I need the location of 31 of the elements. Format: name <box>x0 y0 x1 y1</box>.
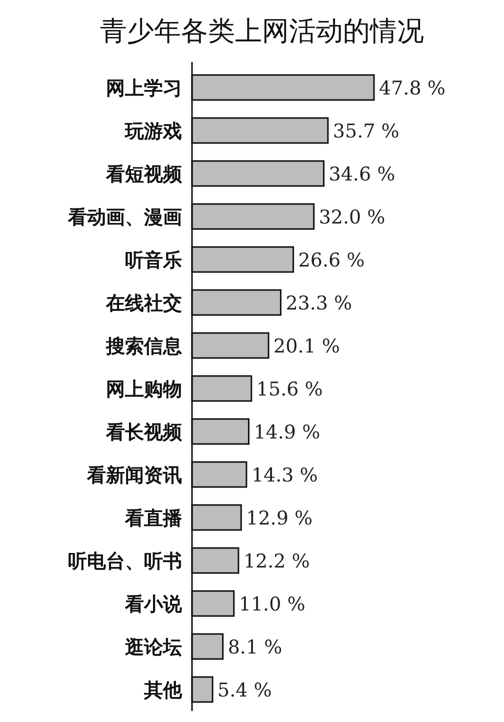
y-tick-label: 看小说 <box>124 594 183 616</box>
data-label: 35.7 % <box>332 120 400 142</box>
data-label: 47.8 % <box>379 78 446 100</box>
chart-title: 青少年各类上网活动的情况 <box>100 16 424 47</box>
y-tick-label: 看短视频 <box>105 164 183 186</box>
y-tick-label: 看动画、漫画 <box>67 206 182 228</box>
data-label: 20.1 % <box>274 336 340 358</box>
data-label: 5.4 % <box>218 680 272 702</box>
data-label: 12.9 % <box>246 508 313 530</box>
y-tick-label: 看直播 <box>124 508 183 530</box>
y-tick-label: 网上学习 <box>106 78 182 100</box>
y-tick-label: 玩游戏 <box>124 120 182 142</box>
y-tick-label: 看长视频 <box>105 422 183 444</box>
data-label: 14.3 % <box>251 464 318 486</box>
y-tick-label: 其他 <box>143 680 183 702</box>
y-tick-label: 搜索信息 <box>105 336 182 358</box>
data-label: 26.6 % <box>298 250 365 272</box>
data-label: 15.6 % <box>256 378 323 400</box>
data-label: 32.0 % <box>318 206 386 228</box>
data-label: 14.9 % <box>254 422 320 444</box>
data-label: 12.2 % <box>243 550 310 572</box>
data-label: 23.3 % <box>286 292 352 314</box>
data-label: 11.0 % <box>238 594 306 616</box>
y-tick-label: 看新闻资讯 <box>86 464 182 486</box>
data-label: 34.6 % <box>328 164 396 186</box>
y-tick-label: 在线社交 <box>105 292 182 314</box>
data-label: 8.1 % <box>228 636 282 658</box>
y-tick-label: 逛论坛 <box>124 636 182 658</box>
y-tick-label: 听音乐 <box>125 250 182 272</box>
y-tick-label: 网上购物 <box>106 378 182 400</box>
y-tick-label: 听电台、听书 <box>68 550 182 572</box>
